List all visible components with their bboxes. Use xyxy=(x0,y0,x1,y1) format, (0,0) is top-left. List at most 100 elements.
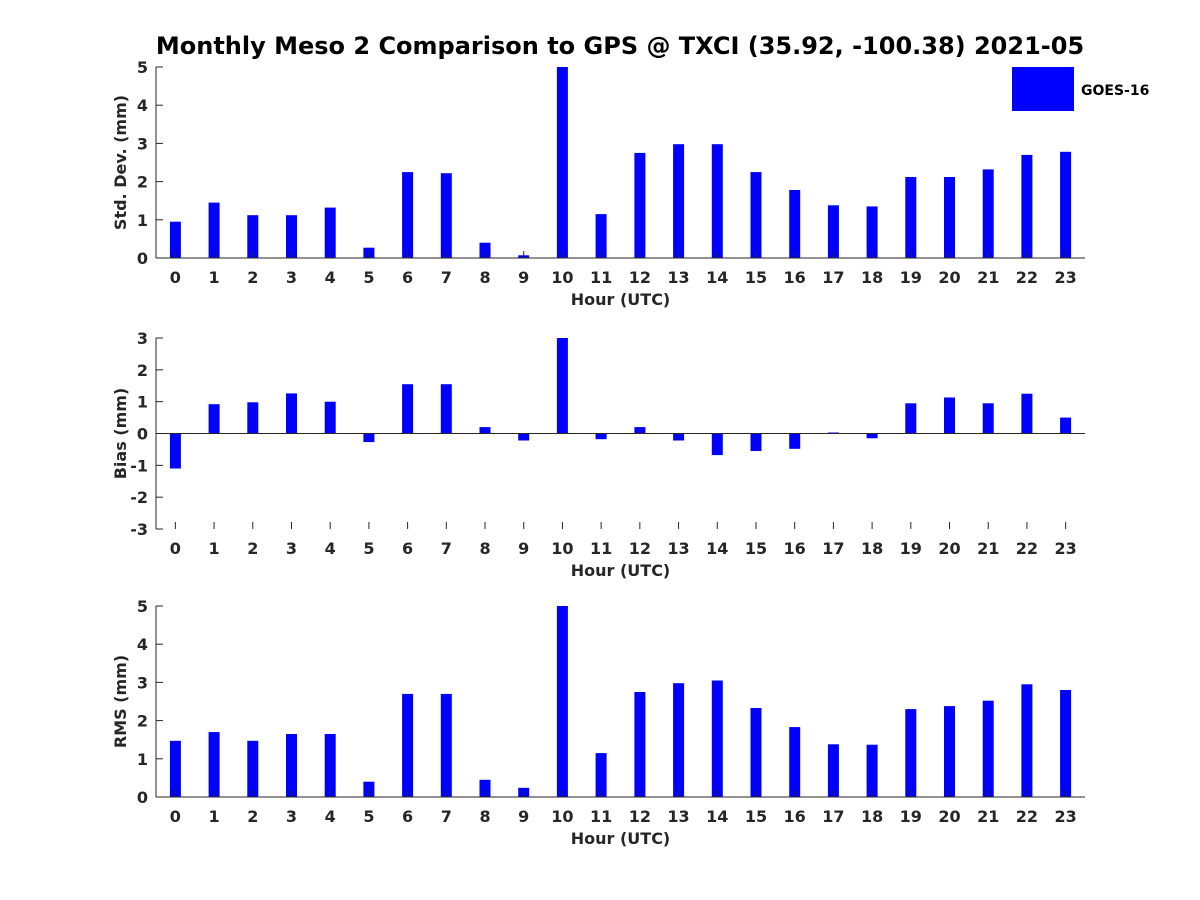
y-tick-label: 5 xyxy=(137,58,148,77)
y-axis-label: Std. Dev. (mm) xyxy=(111,95,130,230)
bar-hour-0 xyxy=(169,433,181,469)
bar-hour-17 xyxy=(827,744,839,797)
bar-hour-3 xyxy=(286,393,297,434)
y-tick-label: 4 xyxy=(137,96,148,115)
x-tick-label: 14 xyxy=(706,268,728,287)
x-tick-label: 9 xyxy=(518,268,529,287)
x-tick-label: 5 xyxy=(363,539,374,558)
bar-hour-21 xyxy=(982,700,994,797)
y-tick-label: 3 xyxy=(137,673,148,692)
x-tick-label: 16 xyxy=(784,807,806,826)
x-tick-label: 17 xyxy=(822,807,844,826)
x-tick-label: 15 xyxy=(745,807,767,826)
x-tick-label: 0 xyxy=(170,539,181,558)
x-tick-label: 0 xyxy=(170,807,181,826)
x-tick-label: 3 xyxy=(286,539,297,558)
x-tick-label: 7 xyxy=(441,807,452,826)
bar-hour-0 xyxy=(169,740,181,797)
x-tick-label: 23 xyxy=(1055,807,1077,826)
x-tick-label: 10 xyxy=(551,539,573,558)
bar-hour-21 xyxy=(982,169,994,258)
x-axis-label: Hour (UTC) xyxy=(571,561,671,580)
x-tick-label: 10 xyxy=(551,268,573,287)
y-tick-label: 5 xyxy=(137,597,148,616)
bar-hour-13 xyxy=(673,683,685,797)
bar-hour-22 xyxy=(1021,684,1033,797)
x-tick-label: 13 xyxy=(667,268,689,287)
bar-hour-12 xyxy=(634,692,646,797)
bar-hour-6 xyxy=(402,172,414,258)
y-tick-label: -1 xyxy=(130,456,148,475)
x-tick-label: 11 xyxy=(590,539,612,558)
x-tick-label: 7 xyxy=(441,268,452,287)
legend-swatch xyxy=(1012,67,1074,111)
bar-hour-19 xyxy=(905,403,917,434)
y-tick-label: 1 xyxy=(137,750,148,769)
bar-hour-12 xyxy=(634,427,646,434)
x-tick-label: 5 xyxy=(363,807,374,826)
y-tick-label: 0 xyxy=(137,425,148,444)
bar-hour-15 xyxy=(750,708,762,797)
bar-hour-20 xyxy=(944,706,955,797)
y-tick-label: 1 xyxy=(137,211,148,230)
x-tick-label: 19 xyxy=(900,807,922,826)
bar-hour-9 xyxy=(518,433,530,441)
bar-hour-6 xyxy=(402,693,414,797)
bar-hour-13 xyxy=(673,433,685,441)
x-tick-label: 3 xyxy=(286,807,297,826)
chart-title: Monthly Meso 2 Comparison to GPS @ TXCI … xyxy=(156,32,1084,60)
x-tick-label: 6 xyxy=(402,268,413,287)
legend-label: GOES-16 xyxy=(1081,83,1149,99)
x-axis-label: Hour (UTC) xyxy=(571,290,671,309)
bar-hour-23 xyxy=(1060,151,1072,258)
x-tick-label: 18 xyxy=(861,268,883,287)
bar-hour-5 xyxy=(363,781,375,797)
x-tick-label: 17 xyxy=(822,539,844,558)
y-tick-label: 2 xyxy=(137,712,148,731)
x-tick-label: 19 xyxy=(900,539,922,558)
x-tick-label: 15 xyxy=(745,539,767,558)
bar-hour-20 xyxy=(944,177,955,258)
x-tick-label: 4 xyxy=(325,268,336,287)
x-tick-label: 10 xyxy=(551,807,573,826)
bar-hour-14 xyxy=(711,433,723,456)
x-tick-label: 4 xyxy=(325,539,336,558)
y-tick-label: 4 xyxy=(137,635,148,654)
bar-hour-13 xyxy=(673,144,685,258)
x-tick-label: 21 xyxy=(977,539,999,558)
bar-hour-18 xyxy=(866,433,878,439)
bar-hour-8 xyxy=(479,427,491,434)
x-tick-label: 9 xyxy=(518,807,529,826)
bar-hour-1 xyxy=(208,202,220,258)
panel-3: 0 1 2 3 4 5 6 7 8 9 10 11 12 13 14 15 16 17 18 19 20 21 22 2301… xyxy=(111,597,1085,848)
bar-hour-7 xyxy=(440,693,452,797)
bar-hour-3 xyxy=(286,734,297,797)
panel-2: 0 1 2 3 4 5 6 7 8 9 10 11 12 13 14 15 16 17 18 19 20 21 22 23-3… xyxy=(111,329,1085,580)
x-tick-label: 14 xyxy=(706,807,728,826)
x-tick-label: 11 xyxy=(590,807,612,826)
bar-hour-7 xyxy=(440,384,452,434)
bar-hour-10 xyxy=(556,606,568,797)
x-tick-label: 9 xyxy=(518,539,529,558)
x-tick-label: 23 xyxy=(1055,539,1077,558)
bar-hour-19 xyxy=(905,177,917,258)
bar-hour-15 xyxy=(750,172,762,258)
bar-hour-7 xyxy=(440,173,452,258)
bar-hour-11 xyxy=(595,433,607,440)
x-tick-label: 1 xyxy=(208,807,219,826)
bar-hour-2 xyxy=(247,215,259,258)
bar-hour-22 xyxy=(1021,393,1033,434)
bar-hour-15 xyxy=(750,433,762,451)
bar-hour-16 xyxy=(789,190,801,258)
x-tick-label: 2 xyxy=(247,807,258,826)
bar-hour-19 xyxy=(905,709,917,797)
x-tick-label: 1 xyxy=(208,268,219,287)
bar-hour-20 xyxy=(944,397,955,434)
y-tick-label: 3 xyxy=(137,134,148,153)
y-tick-label: 2 xyxy=(137,173,148,192)
x-tick-label: 0 xyxy=(170,268,181,287)
x-tick-label: 1 xyxy=(208,539,219,558)
bar-hour-11 xyxy=(595,214,607,258)
x-tick-label: 20 xyxy=(938,268,960,287)
bar-hour-8 xyxy=(479,779,491,797)
